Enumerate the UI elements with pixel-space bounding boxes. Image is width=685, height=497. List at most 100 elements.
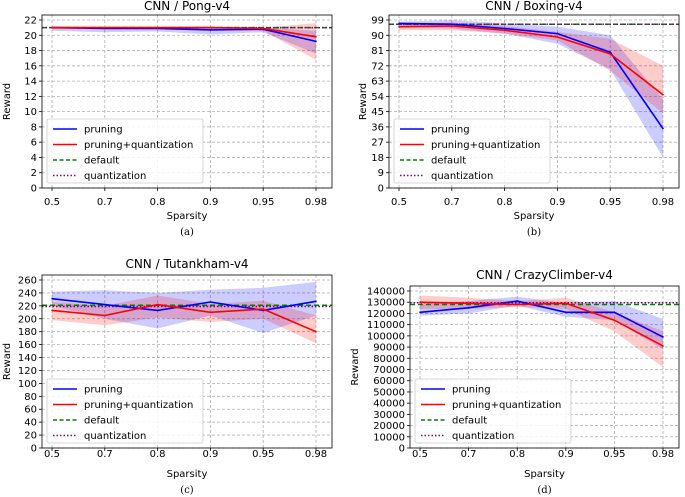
y-axis-label: Reward bbox=[350, 348, 361, 385]
y-tick-label: 260 bbox=[18, 276, 37, 287]
data-point bbox=[398, 25, 400, 28]
y-tick-label: 9 bbox=[378, 168, 384, 179]
x-tick-label: 0.7 bbox=[97, 197, 113, 208]
y-tick-label: 16 bbox=[24, 61, 37, 72]
data-point bbox=[613, 311, 616, 314]
plot-frame bbox=[409, 285, 680, 449]
y-tick-label: 70000 bbox=[373, 365, 405, 376]
data-point bbox=[315, 36, 317, 38]
chart-title: CNN / Tutankham-v4 bbox=[125, 257, 248, 271]
data-point bbox=[451, 23, 453, 26]
confidence-band-pruning bbox=[52, 27, 316, 54]
data-point bbox=[315, 300, 317, 303]
data-point bbox=[662, 93, 664, 96]
data-point bbox=[315, 40, 317, 43]
data-point bbox=[209, 29, 212, 31]
data-point bbox=[467, 302, 470, 305]
y-axis-label: Reward bbox=[2, 83, 13, 120]
data-point bbox=[662, 336, 664, 338]
y-tick-label: 140 bbox=[18, 353, 37, 364]
x-tick-label: 0.5 bbox=[44, 449, 60, 460]
y-tick-label: 10000 bbox=[373, 432, 405, 443]
legend-box bbox=[414, 378, 572, 444]
y-tick-label: 4 bbox=[31, 153, 37, 164]
y-tick-label: 6 bbox=[31, 138, 37, 149]
data-point bbox=[503, 27, 506, 30]
x-axis-label: Sparsity bbox=[514, 211, 555, 222]
legend-box bbox=[393, 118, 551, 184]
y-tick-label: 80 bbox=[24, 392, 37, 403]
figure-caption: (a) bbox=[180, 227, 194, 238]
series-line-pruning bbox=[51, 297, 317, 312]
data-point bbox=[262, 308, 265, 310]
series-line-pruning bbox=[398, 22, 664, 130]
figure-caption: (c) bbox=[180, 485, 194, 496]
x-tick-label: 0.9 bbox=[202, 449, 218, 460]
legend: pruning pruning+quantization default quanti… bbox=[46, 118, 204, 184]
x-tick-label: 0.7 bbox=[97, 449, 113, 460]
y-tick-label: 140000 bbox=[367, 287, 405, 298]
x-tick-label: 0.7 bbox=[461, 449, 477, 460]
y-tick-label: 40000 bbox=[373, 399, 405, 410]
y-tick-label: 30000 bbox=[373, 410, 405, 421]
data-point bbox=[419, 311, 421, 314]
plot-frame bbox=[388, 14, 680, 189]
y-tick-label: 45 bbox=[371, 107, 384, 118]
series-line-pruning-quantization bbox=[52, 26, 317, 38]
legend-label: pruning+quantization bbox=[84, 140, 193, 151]
legend-label: default bbox=[84, 156, 119, 167]
y-tick-label: 180 bbox=[18, 327, 37, 338]
legend-label: quantization bbox=[452, 431, 514, 442]
figure-caption: (b) bbox=[527, 227, 541, 238]
x-tick-label: 0.5 bbox=[44, 197, 60, 208]
confidence-band-pruning bbox=[420, 296, 663, 350]
y-tick-label: 200 bbox=[18, 314, 37, 325]
data-point bbox=[51, 297, 53, 300]
data-point bbox=[51, 26, 53, 29]
legend-label: default bbox=[84, 416, 119, 427]
data-point bbox=[565, 302, 567, 305]
data-point bbox=[662, 127, 664, 130]
x-axis-label: Sparsity bbox=[167, 211, 208, 222]
x-tick-label: 0.8 bbox=[150, 449, 166, 460]
x-tick-label: 0.98 bbox=[652, 197, 674, 208]
data-point bbox=[516, 300, 518, 302]
confidence-band-pruning bbox=[52, 281, 316, 333]
data-point bbox=[516, 303, 518, 306]
y-tick-label: 10 bbox=[24, 107, 37, 118]
figure-caption: (d) bbox=[537, 485, 551, 496]
y-tick-label: 120 bbox=[18, 366, 37, 377]
confidence-band-pruning-quantization bbox=[399, 22, 663, 114]
data-point bbox=[398, 22, 400, 25]
data-point bbox=[609, 51, 611, 54]
confidence-band-pruning-quantization bbox=[52, 23, 316, 60]
chart-panel-4: 0100002000030000400005000060000700008000… bbox=[350, 268, 680, 496]
y-tick-label: 160 bbox=[18, 340, 37, 351]
y-axis-label: Reward bbox=[358, 83, 369, 120]
x-tick-label: 0.95 bbox=[599, 197, 621, 208]
legend-label: pruning+quantization bbox=[431, 140, 540, 151]
legend-box bbox=[46, 118, 204, 184]
x-tick-label: 0.9 bbox=[558, 449, 574, 460]
y-tick-label: 18 bbox=[371, 153, 384, 164]
y-tick-label: 18 bbox=[24, 46, 37, 57]
y-tick-label: 20000 bbox=[373, 421, 405, 432]
data-point bbox=[209, 311, 212, 314]
legend-label: pruning bbox=[452, 385, 491, 396]
x-tick-label: 0.7 bbox=[444, 197, 460, 208]
y-tick-label: 0 bbox=[378, 184, 384, 195]
data-point bbox=[104, 314, 106, 317]
x-tick-label: 0.98 bbox=[652, 449, 674, 460]
legend-label: pruning bbox=[84, 385, 123, 396]
y-tick-label: 20 bbox=[24, 31, 37, 42]
y-tick-label: 100000 bbox=[367, 331, 405, 342]
x-tick-label: 0.9 bbox=[202, 197, 218, 208]
confidence-band-pruning-quantization bbox=[52, 295, 316, 344]
series-line-pruning bbox=[419, 300, 664, 338]
y-tick-label: 8 bbox=[31, 122, 37, 133]
series-line-pruning-quantization bbox=[398, 25, 664, 96]
y-tick-label: 80000 bbox=[373, 354, 405, 365]
y-tick-label: 72 bbox=[371, 61, 384, 72]
y-tick-label: 20 bbox=[24, 431, 37, 442]
